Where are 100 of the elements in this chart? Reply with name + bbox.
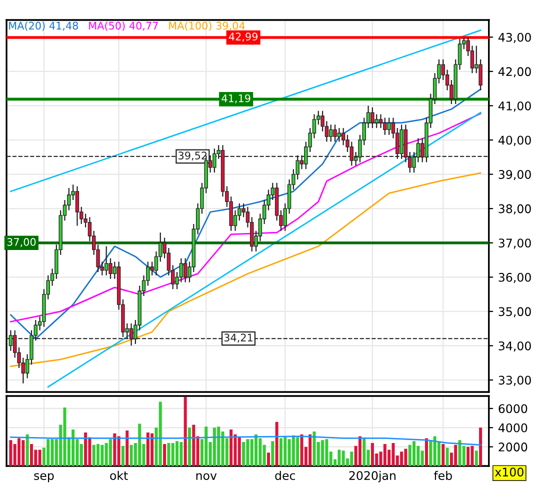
bar: [238, 437, 241, 466]
bar: [171, 442, 174, 466]
bar: [158, 402, 162, 466]
bar: [442, 444, 445, 466]
line-series: [10, 436, 482, 446]
bar: [258, 438, 262, 466]
y-tick-label: 39,00: [498, 170, 531, 180]
x-tick-label: feb: [434, 470, 452, 480]
bar: [30, 444, 33, 466]
candlestick: [350, 141, 354, 166]
text: x100: [494, 468, 524, 477]
bar: [404, 448, 408, 466]
bar: [470, 446, 474, 466]
bar: [425, 438, 428, 466]
x-tick-label: nov: [196, 473, 217, 480]
candlestick: [341, 127, 346, 146]
bar: [288, 439, 291, 466]
y-tick-label: 40,00: [498, 136, 531, 146]
bar: [9, 440, 12, 466]
bar: [284, 436, 287, 466]
bar: [204, 426, 208, 466]
y-tick-label: 4000: [498, 423, 528, 432]
candlestick: [333, 124, 337, 142]
bar: [400, 452, 404, 466]
candlestick: [183, 258, 188, 283]
bar: [325, 439, 328, 466]
y-tick-label: 33,00: [498, 376, 531, 386]
bar: [429, 440, 432, 466]
candlestick: [8, 330, 13, 352]
bar: [126, 430, 129, 466]
bar: [350, 452, 354, 466]
bar: [150, 433, 154, 466]
text: MA(100) 39,04: [169, 22, 245, 31]
bar: [292, 435, 295, 466]
bar: [117, 436, 120, 466]
bar: [176, 441, 179, 466]
bar: [446, 448, 449, 466]
bar: [84, 432, 88, 466]
y-tick-label: 35,00: [498, 307, 531, 318]
ref-line-label: 37,00: [7, 238, 36, 247]
candlestick: [370, 106, 374, 129]
bar: [26, 434, 29, 466]
bar: [342, 450, 345, 466]
candlestick: [212, 148, 216, 174]
bar: [38, 450, 42, 466]
ref-line-label: 41,19: [222, 94, 250, 104]
candlestick: [400, 124, 404, 160]
bar: [254, 434, 258, 466]
bar: [466, 446, 470, 466]
bar: [412, 441, 416, 466]
bar: [338, 450, 341, 466]
y-tick-label: 36,00: [498, 272, 531, 283]
bar: [383, 444, 386, 466]
bar: [72, 430, 75, 466]
bar: [266, 452, 270, 466]
bar: [192, 424, 196, 466]
y-tick-label: 38,00: [498, 204, 531, 214]
bar: [180, 442, 183, 466]
y-tick-label: 6000: [498, 404, 528, 414]
candlestick: [179, 258, 184, 283]
y-tick-label: 2000: [498, 442, 528, 452]
bar: [100, 444, 104, 466]
bar: [230, 430, 233, 466]
candlestick: [75, 186, 80, 226]
bar: [113, 433, 116, 466]
bar: [479, 428, 482, 466]
bar: [246, 439, 250, 466]
bar: [392, 442, 395, 466]
bar: [362, 438, 366, 466]
bar: [242, 442, 246, 466]
candlestick: [329, 124, 333, 142]
bar: [104, 442, 108, 466]
candlestick: [387, 117, 391, 136]
bar: [358, 436, 362, 466]
bar: [275, 422, 278, 466]
bar: [296, 437, 300, 466]
bar: [433, 436, 436, 466]
bar: [50, 439, 54, 466]
y-tick-label: 42,00: [498, 67, 531, 78]
y-tick-label: 43,00: [498, 32, 531, 43]
y-tick-label: 34,00: [498, 341, 531, 352]
bar: [408, 444, 412, 466]
x-tick-label: sep: [34, 473, 54, 482]
candlestick: [383, 117, 387, 136]
candlestick: [129, 322, 134, 346]
text: MA(20) 41,48: [9, 22, 78, 31]
bar: [474, 450, 478, 466]
bar: [184, 396, 187, 466]
bar: [370, 442, 374, 466]
ref-line-label: 39,52: [178, 152, 207, 161]
bar: [271, 441, 274, 466]
candlestick: [378, 114, 383, 129]
bar: [167, 442, 170, 466]
bar: [46, 439, 50, 466]
bar: [454, 444, 458, 466]
bar: [96, 444, 100, 466]
x-tick-label: 2020jan: [349, 470, 396, 482]
bar: [312, 431, 316, 466]
x-tick-label: dec: [275, 470, 296, 480]
bar: [188, 428, 191, 466]
